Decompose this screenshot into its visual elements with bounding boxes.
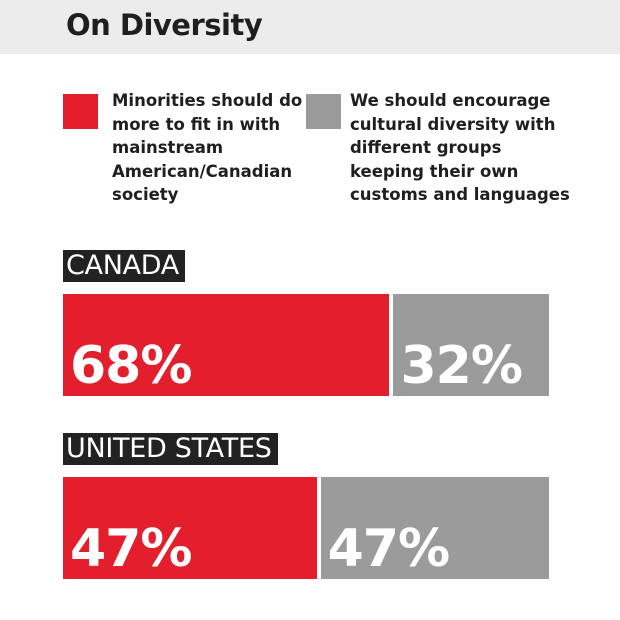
group-label-united-states: UNITED STATES	[63, 433, 278, 465]
bar-value-label: 47%	[327, 519, 450, 579]
bar-canada-series-2: 32%	[393, 294, 549, 396]
bar-united-states-series-1: 47%	[63, 477, 317, 579]
legend-label-diversity: We should encourage cultural diversity w…	[350, 91, 570, 204]
group-label-canada: CANADA	[63, 250, 185, 282]
bar-value-label: 47%	[70, 519, 192, 579]
bar-united-states-series-2: 47%	[320, 477, 549, 579]
bar-value-label: 32%	[400, 336, 522, 396]
bar-canada-series-1: 68%	[63, 294, 390, 396]
legend-label-minorities: Minorities should do more to fit in with…	[112, 91, 303, 204]
bar-value-label: 68%	[70, 336, 192, 396]
chart-title: On Diversity	[66, 8, 263, 42]
title-band	[0, 0, 620, 54]
legend-swatch-minorities	[63, 94, 98, 129]
legend-swatch-diversity	[306, 94, 341, 129]
